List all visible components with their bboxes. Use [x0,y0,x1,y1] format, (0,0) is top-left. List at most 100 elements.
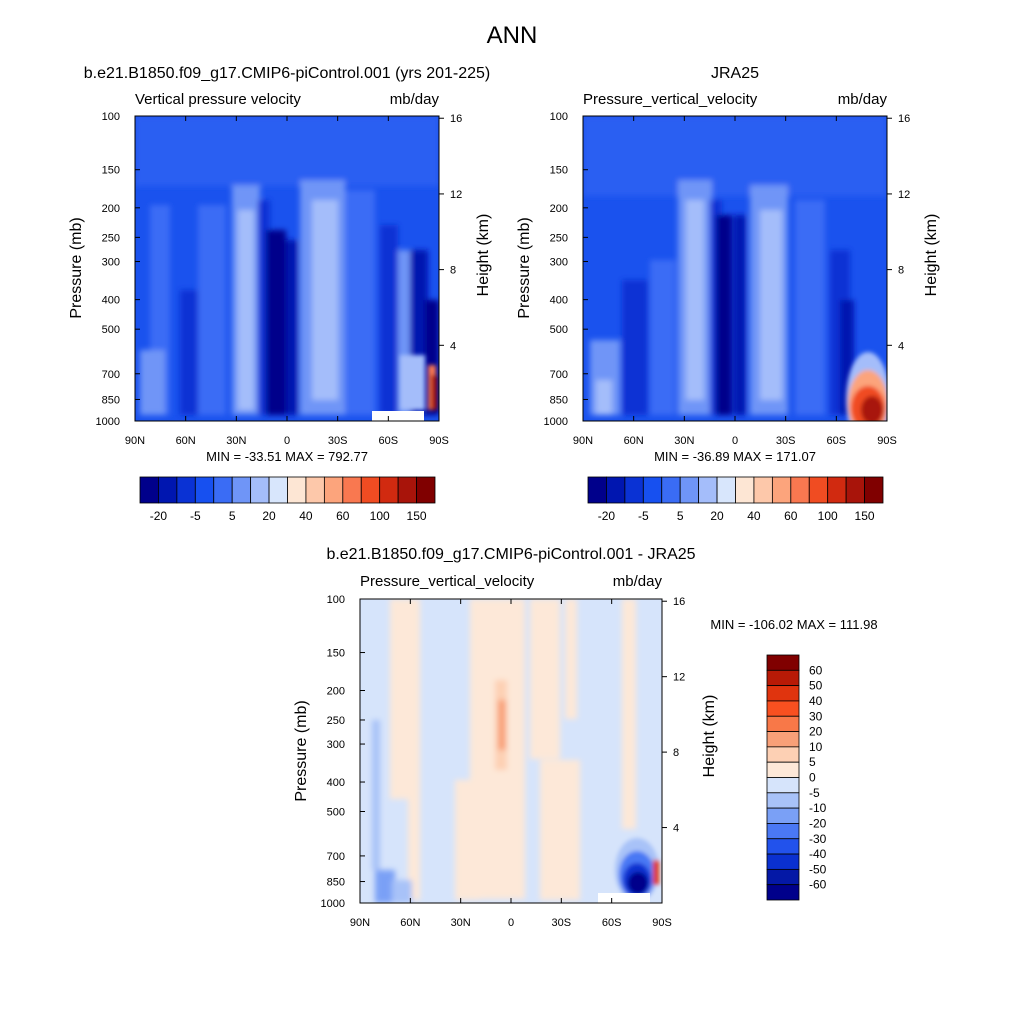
y-tick-label: 100 [327,594,345,606]
colorbar-swatch [213,476,233,504]
colorbar-swatch [587,476,607,504]
y-tick-label: 150 [102,165,120,177]
panel-diff-stats: MIN = -106.02 MAX = 111.98 [710,617,877,632]
panel-diff-field [360,599,662,903]
colorbar-swatch [416,476,436,504]
x-tick-label: 90N [573,435,593,447]
x-tick-label: 30S [328,435,348,447]
panel-diff-variable-label: Pressure_vertical_velocity [360,573,535,590]
colorbar-label: 60 [809,663,823,677]
colorbar-label: -60 [809,878,827,892]
colorbar-swatch [766,669,800,687]
colorbar-swatch [766,654,800,671]
colorbar-swatch [771,476,792,504]
y-tick-label: 300 [327,739,345,751]
colorbar-label: 5 [809,755,816,769]
y2-tick-label: 8 [450,265,456,277]
y-tick-label: 500 [102,324,120,336]
y2-tick-label: 4 [673,823,679,835]
panel-model-units-label: mb/day [390,91,440,108]
colorbar-swatch [766,731,800,748]
panel-model-title: b.e21.B1850.f09_g17.CMIP6-piControl.001 … [84,65,490,82]
colorbar-swatch [766,761,800,778]
colorbar-swatch [624,476,644,504]
y-tick-label: 300 [550,257,568,269]
panel-obs: JRA25 Pressure_vertical_velocity mb/day [516,65,940,523]
figure-title: ANN [487,22,538,49]
colorbar-swatch [766,838,800,855]
y-tick-label: 700 [550,369,568,381]
panel-model-variable-label: Vertical pressure velocity [135,91,301,108]
y-tick-label: 500 [550,324,568,336]
x-tick-label: 0 [732,435,738,447]
colorbar-label: 5 [677,509,684,523]
colorbar-swatch [766,823,800,840]
colorbar-swatch [766,685,800,702]
x-tick-label: 90S [429,435,449,447]
panel-diff: b.e21.B1850.f09_g17.CMIP6-piControl.001 … [293,546,878,929]
colorbar-label: -20 [598,509,616,523]
y2-tick-label: 12 [673,672,685,684]
panel-model-ylabel: Pressure (mb) [68,217,85,318]
colorbar-swatch [766,853,800,870]
y-tick-label: 850 [327,877,345,889]
y-tick-label: 250 [102,232,120,244]
panel-obs-stats: MIN = -36.89 MAX = 171.07 [654,449,816,464]
panel-model-y2label: Height (km) [475,214,492,297]
panel-obs-axes: 90N 60N 30N 0 30S 60S 90S 100 150 200 250 300 400 500… [544,111,911,447]
colorbar-label: 20 [710,509,724,523]
panel-diff-ylabel: Pressure (mb) [293,700,310,801]
colorbar-label: 100 [818,509,838,523]
y-tick-label: 150 [327,648,345,660]
colorbar-swatch [827,476,847,504]
y2-tick-label: 16 [450,113,462,125]
x-tick-label: 0 [284,435,290,447]
y-tick-label: 400 [102,295,120,307]
x-tick-label: 90S [877,435,897,447]
panel-obs-title: JRA25 [711,65,759,82]
colorbar-swatch [397,476,417,504]
colorbar-label: 40 [809,694,823,708]
colorbar-label: 5 [229,509,236,523]
colorbar-swatch [790,476,810,504]
colorbar-swatch [231,476,252,504]
colorbar-label: 50 [809,679,823,693]
colorbar-swatch [679,476,700,504]
x-tick-label: 30N [226,435,246,447]
panel-obs-y2label: Height (km) [923,214,940,297]
panel-diff-y2label: Height (km) [701,695,718,778]
colorbar-swatch [766,807,800,824]
colorbar-swatch [766,700,800,717]
y-tick-label: 200 [550,203,568,215]
panel-obs-variable-label: Pressure_vertical_velocity [583,91,758,108]
colorbar-swatch [379,476,399,504]
y-tick-label: 100 [102,111,120,123]
colorbar-label: 150 [855,509,875,523]
colorbar-swatch [642,476,663,504]
y2-tick-label: 8 [898,265,904,277]
colorbar-label: 20 [809,725,823,739]
colorbar-swatch [845,476,865,504]
colorbar-swatch [864,476,884,504]
y2-tick-label: 8 [673,747,679,759]
x-tick-label: 90N [350,917,370,929]
y-tick-label: 250 [327,715,345,727]
colorbar-swatch [268,476,288,504]
colorbar-swatch [766,884,800,901]
x-tick-label: 60N [176,435,196,447]
y-tick-label: 200 [327,686,345,698]
colorbar-label: -20 [150,509,168,523]
colorbar-swatch [250,476,270,504]
colorbar-swatch [360,476,381,504]
colorbar-label: -30 [809,832,827,846]
panel-model-stats: MIN = -33.51 MAX = 792.77 [206,449,368,464]
x-tick-label: 60N [624,435,644,447]
colorbar-label: -10 [809,801,827,815]
x-tick-label: 60N [400,917,420,929]
panel-model-colorbar: -20 -5 5 20 40 60 100 150 [139,476,436,523]
colorbar-swatch [661,476,681,504]
colorbar-label: -20 [809,816,827,830]
y-tick-label: 700 [327,851,345,863]
colorbar-swatch [323,476,344,504]
panel-model-axes: 90N 60N 30N 0 30S 60S 90S 100 150 200 250 300 400 500… [96,111,463,447]
